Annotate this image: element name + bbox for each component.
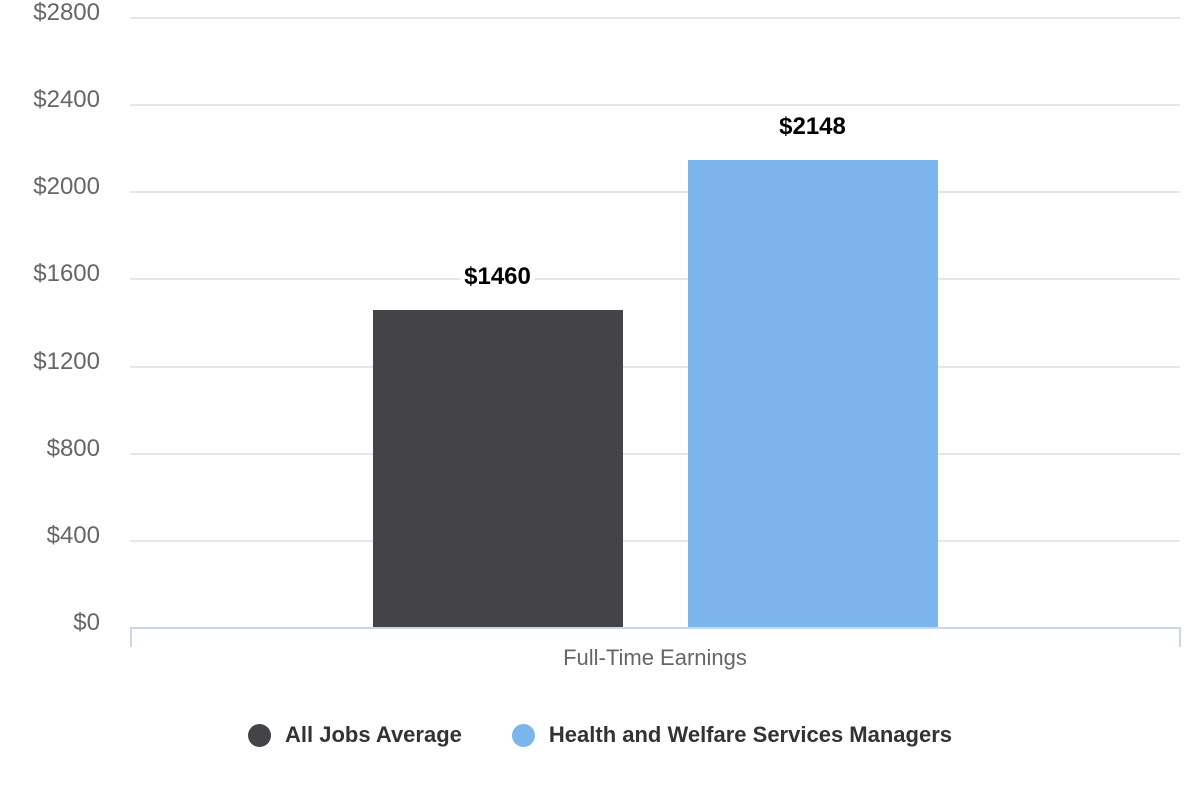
bar-all-jobs-average[interactable] [372,309,623,627]
y-tick-label: $2800 [33,0,100,26]
x-axis-tick-left [130,627,132,647]
grid-line [130,539,1180,542]
grid-line [130,278,1180,281]
bar-value-label: $2148 [775,114,850,141]
legend-item-all-jobs-average[interactable]: All Jobs Average [248,722,462,748]
x-axis-title: Full-Time Earnings [563,645,747,670]
legend: All Jobs Average Health and Welfare Servi… [0,720,1200,750]
y-tick-label: $400 [46,521,100,549]
y-tick-label: $1600 [33,260,100,288]
y-tick-label: $0 [73,609,100,636]
grid-line [130,104,1180,107]
bar-health-and-welfare-services-managers[interactable] [687,160,938,627]
grid-line [130,365,1180,368]
x-axis-line [130,627,1181,629]
legend-label: All Jobs Average [285,722,462,747]
y-tick-label: $1200 [33,347,100,375]
y-tick-label: $2400 [33,86,100,114]
y-tick-label: $800 [46,434,100,462]
grid-line [130,17,1180,19]
grid-line [130,452,1180,455]
legend-label: Health and Welfare Services Managers [548,722,952,747]
y-tick-label: $2000 [33,173,100,201]
legend-marker-circle-icon [248,723,271,747]
legend-marker-circle-icon [511,723,535,747]
bar-value-label: $1460 [460,263,535,290]
legend-item-health-and-welfare-services-managers[interactable]: Health and Welfare Services Managers [511,722,952,748]
x-axis-tick-right [1179,627,1181,647]
grid-line [130,191,1180,194]
